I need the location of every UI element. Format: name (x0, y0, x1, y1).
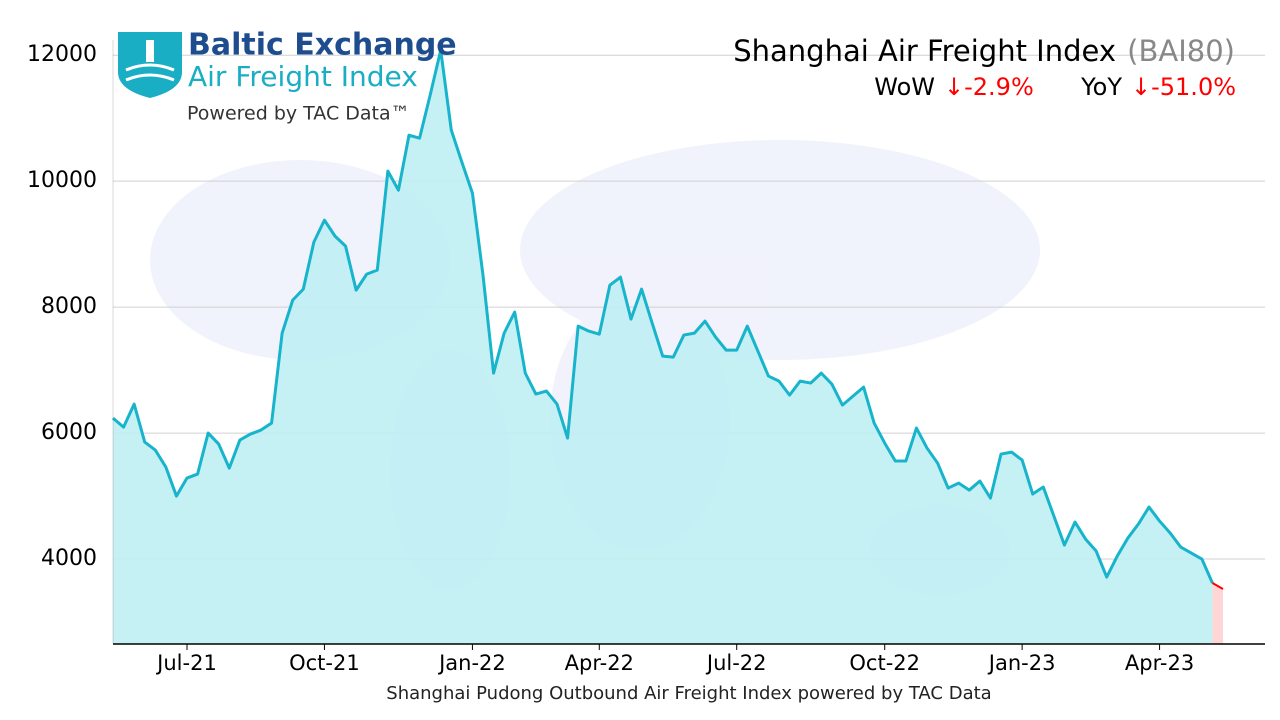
yoy-label: YoY (1080, 73, 1122, 101)
x-tick-label: Apr-22 (565, 651, 634, 675)
y-tick-label: 12000 (27, 42, 97, 67)
area-line (112, 48, 1214, 584)
logo-title: Baltic Exchange (188, 28, 457, 63)
yoy-value: ↓-51.0% (1131, 73, 1236, 101)
x-tick-label: Oct-22 (849, 651, 920, 675)
y-tick-label: 4000 (41, 546, 97, 571)
y-tick-label: 10000 (27, 168, 97, 193)
chart-title: Shanghai Air Freight Index (733, 34, 1116, 68)
wow-value: ↓-2.9% (944, 73, 1034, 101)
y-tick-label: 8000 (41, 294, 97, 319)
logo-subtitle: Air Freight Index (188, 60, 418, 93)
area-fill (113, 50, 1213, 644)
last-area-fill (1212, 583, 1223, 644)
x-tick-label: Jul-22 (705, 651, 767, 675)
wow-label: WoW (874, 73, 935, 101)
x-tick-label: Jan-23 (987, 651, 1056, 675)
x-tick-label: Oct-21 (289, 651, 360, 675)
x-tick-label: Jul-21 (155, 651, 217, 675)
x-axis-label: Shanghai Pudong Outbound Air Freight Ind… (386, 683, 991, 704)
last-segment (1211, 582, 1224, 590)
x-tick-label: Jan-22 (437, 651, 506, 675)
y-tick-label: 6000 (41, 420, 97, 445)
logo-powered: Powered by TAC Data™ (187, 103, 410, 125)
chart-title-code: (BAI80) (1127, 34, 1235, 68)
logo: Baltic Exchange Air Freight Index Powere… (118, 28, 457, 125)
x-tick-label: Apr-23 (1125, 651, 1194, 675)
